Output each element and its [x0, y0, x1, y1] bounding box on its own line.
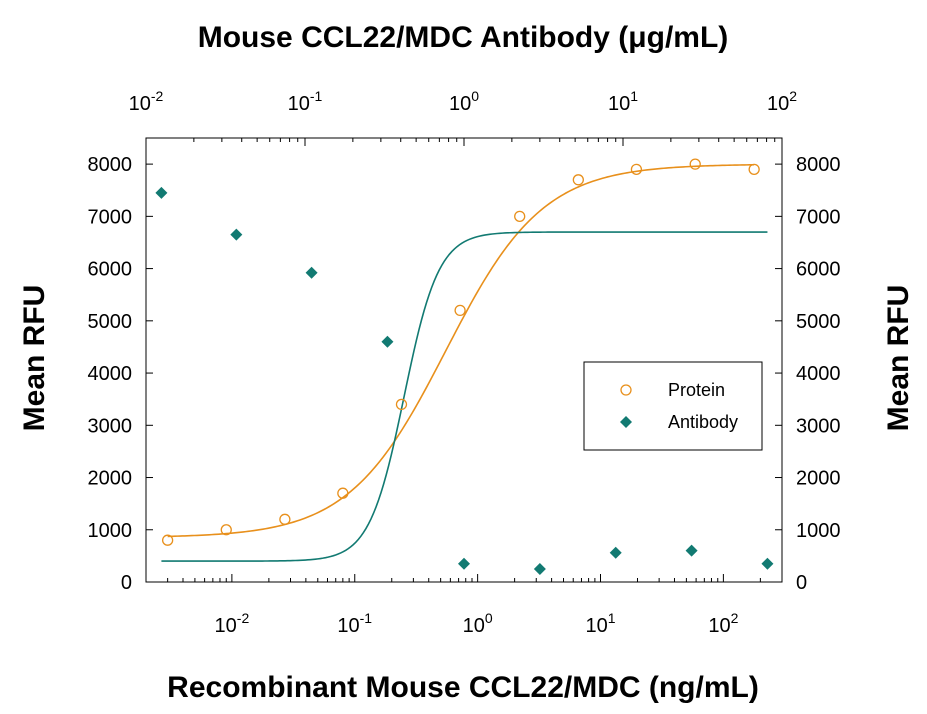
- data-point-antibody: [155, 186, 168, 199]
- x-bottom-tick-label: 100: [463, 610, 493, 637]
- data-point-antibody: [609, 546, 622, 559]
- data-point-protein: [630, 163, 643, 175]
- y-tick-label-left: 3000: [88, 415, 133, 437]
- fit-curve-antibody: [161, 231, 768, 562]
- axes: 0 0 1000 1000 2000 2000 3000 3000 4000 4000 5000 50…: [88, 88, 841, 637]
- y-tick-label-right: 2000: [796, 468, 841, 490]
- y-axis-label-right: Mean RFU: [882, 285, 915, 432]
- data-point-protein: [689, 158, 701, 170]
- data-point-antibody: [230, 228, 243, 241]
- legend-label-antibody: Antibody: [668, 412, 738, 432]
- data-point-protein: [514, 210, 526, 223]
- y-tick-label-right: 8000: [796, 154, 841, 176]
- y-tick-label-right: 6000: [796, 259, 841, 281]
- data-point-antibody: [305, 266, 318, 279]
- data-point-protein: [395, 398, 408, 411]
- plot-frame: [145, 137, 783, 583]
- data-point-antibody: [458, 557, 470, 570]
- legend-box: [583, 361, 763, 451]
- fit-curves: [161, 163, 768, 562]
- y-tick-label-left: 6000: [88, 259, 133, 281]
- y-tick-label-left: 7000: [88, 206, 133, 228]
- data-point-protein: [220, 524, 232, 536]
- x-top-tick-label: 10-2: [129, 88, 164, 115]
- data-point-antibody: [533, 562, 546, 575]
- y-tick-label-left: 0: [121, 572, 132, 594]
- legend: Protein Antibody: [583, 361, 763, 451]
- data-point-protein: [572, 174, 584, 186]
- y-tick-label-right: 7000: [796, 206, 841, 228]
- data-point-antibody: [685, 544, 698, 557]
- y-tick-label-right: 5000: [796, 311, 841, 333]
- data-point-protein: [748, 163, 760, 175]
- fit-curve-protein: [167, 163, 755, 538]
- data-points: [155, 158, 774, 575]
- x-axis-label: Recombinant Mouse CCL22/MDC (ng/mL): [167, 671, 759, 704]
- data-point-protein: [454, 304, 466, 317]
- x-top-tick-label: 100: [449, 88, 479, 115]
- x-bottom-tick-label: 102: [708, 610, 738, 637]
- x-bottom-tick-label: 10-1: [337, 610, 372, 637]
- data-point-antibody: [761, 557, 774, 570]
- y-tick-label-left: 2000: [88, 468, 133, 490]
- y-tick-label-right: 4000: [796, 363, 841, 385]
- y-tick-label-left: 4000: [88, 363, 133, 385]
- data-point-antibody: [381, 335, 394, 348]
- chart-title: Mouse CCL22/MDC Antibody (μg/mL): [198, 21, 729, 54]
- x-top-tick-label: 102: [767, 88, 797, 115]
- y-tick-label-left: 5000: [88, 311, 133, 333]
- legend-label-protein: Protein: [668, 380, 725, 400]
- y-axis-label-left: Mean RFU: [18, 285, 51, 432]
- data-point-protein: [337, 487, 349, 499]
- y-tick-label-left: 8000: [88, 154, 133, 176]
- x-top-tick-label: 10-1: [288, 88, 323, 115]
- x-top-tick-label: 101: [608, 88, 638, 115]
- x-bottom-tick-label: 10-2: [215, 610, 250, 637]
- legend-marker-protein: [620, 384, 632, 396]
- y-tick-label-right: 1000: [796, 520, 841, 542]
- legend-marker-antibody: [620, 416, 632, 428]
- data-point-protein: [161, 534, 174, 546]
- y-tick-label-right: 0: [796, 572, 807, 594]
- x-bottom-tick-label: 101: [585, 610, 615, 637]
- data-point-protein: [279, 513, 291, 525]
- y-tick-label-right: 3000: [796, 415, 841, 437]
- y-tick-label-left: 1000: [88, 520, 133, 542]
